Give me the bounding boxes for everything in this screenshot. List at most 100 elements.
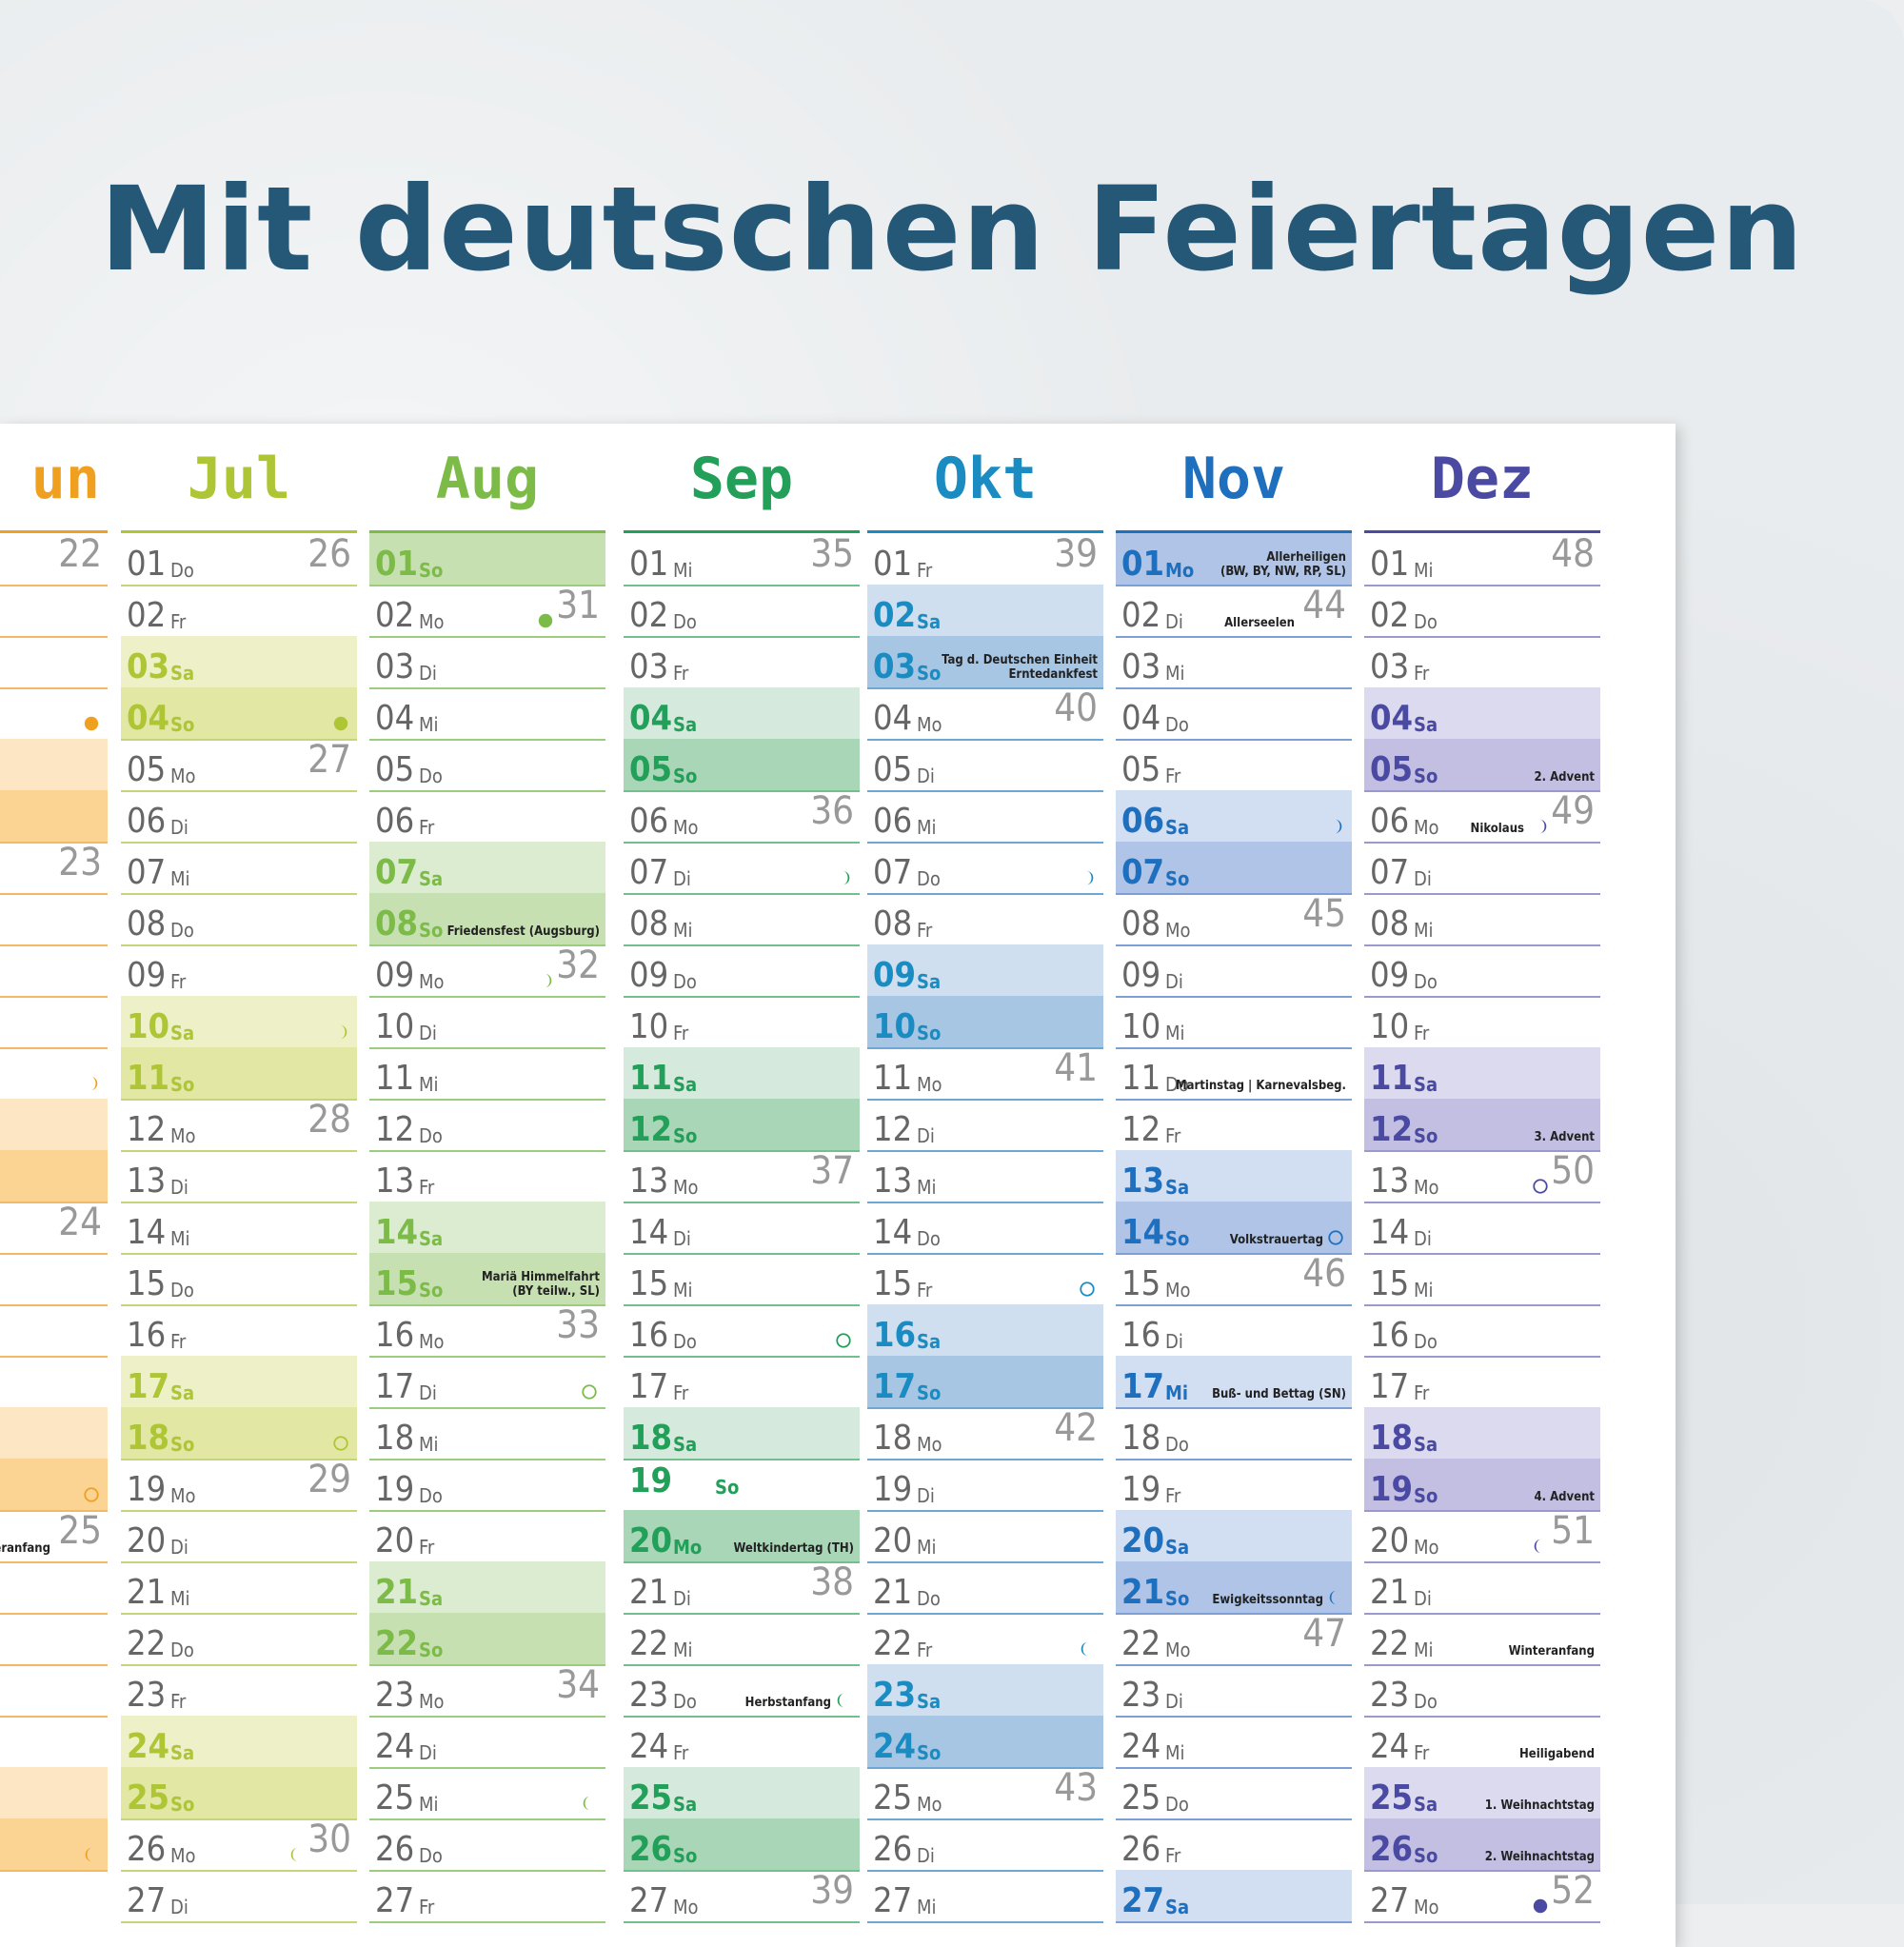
day-number: 13	[629, 1162, 669, 1201]
weekday-label: Mo	[170, 1844, 196, 1867]
day-row: 20 Sa	[1116, 1510, 1352, 1563]
day-row: 13 Mo 37	[624, 1150, 860, 1203]
moon-phase-full-icon	[332, 715, 349, 732]
day-number: 19	[1121, 1470, 1161, 1509]
month-name: Okt	[933, 446, 1038, 512]
week-number: 39	[1054, 532, 1098, 576]
weekday-label: Mo	[170, 765, 196, 787]
week-number: 45	[1302, 892, 1346, 936]
day-number: 11	[873, 1059, 913, 1098]
holiday-label: Buß- und Bettag (SN)	[1212, 1387, 1346, 1401]
month-column: un 22 23 24 25 Sommeranfang	[0, 424, 108, 1947]
day-row	[0, 1561, 108, 1615]
week-number: 35	[810, 532, 854, 576]
weekday-label: Do	[1414, 610, 1438, 633]
day-row: 25 Mi	[369, 1767, 605, 1820]
holiday-label: Allerheiligen (BW, BY, NW, RP, SL)	[1220, 550, 1346, 579]
day-number: 21	[1370, 1573, 1410, 1612]
weekday-label: Do	[917, 1227, 941, 1250]
day-row: 21 So Ewigkeitssonntag	[1116, 1561, 1352, 1615]
weekday-label: Fr	[1414, 662, 1430, 685]
weekday-label: So	[1165, 1587, 1190, 1610]
day-row: 08 Mi	[624, 893, 860, 946]
day-number: 17	[1370, 1367, 1410, 1406]
day-number: 11	[127, 1059, 170, 1098]
weekday-label: Di	[1165, 1330, 1183, 1353]
day-row: 10 Mi	[1116, 996, 1352, 1049]
day-row: 13 Di	[121, 1150, 357, 1203]
day-number: 03	[1121, 647, 1161, 686]
day-row: 20 Mi	[867, 1510, 1103, 1563]
day-row: 24 Di	[369, 1716, 605, 1769]
day-number: 06	[375, 802, 415, 841]
day-number: 10	[1370, 1007, 1410, 1046]
day-number: 01	[375, 545, 419, 584]
day-number: 06	[1370, 802, 1410, 841]
day-row	[0, 1716, 108, 1769]
weekday-label: Mi	[917, 1536, 937, 1559]
week-number: 43	[1054, 1766, 1098, 1810]
weekday-label: Di	[170, 1896, 188, 1918]
month-top-rule	[867, 530, 1103, 533]
moon-phase-first-icon	[83, 1075, 100, 1092]
day-number: 16	[1121, 1316, 1161, 1355]
day-row: 06 Di	[121, 790, 357, 844]
weekday-label: Do	[419, 1124, 443, 1147]
day-row: 05 So	[624, 739, 860, 792]
month-name: Nov	[1181, 446, 1286, 512]
day-row: 09 Di	[1116, 944, 1352, 998]
day-number: 26	[629, 1830, 673, 1869]
day-row	[0, 585, 108, 638]
holiday-label: 4. Advent	[1534, 1490, 1595, 1504]
day-number: 13	[1370, 1162, 1410, 1201]
moon-phase-new-icon	[332, 1435, 349, 1452]
day-row: 25 Sa	[624, 1767, 860, 1820]
weekday-label: Sa	[1414, 1793, 1438, 1816]
day-number: 02	[629, 596, 669, 635]
week-number: 32	[556, 944, 600, 987]
weekday-label: So	[673, 1844, 698, 1867]
day-number: 06	[127, 802, 167, 841]
day-row	[0, 1253, 108, 1306]
day-row: 16 Do	[624, 1304, 860, 1358]
week-number: 48	[1551, 532, 1595, 576]
day-number: 10	[629, 1007, 669, 1046]
weekday-label: Mi	[170, 867, 190, 890]
day-row	[0, 996, 108, 1049]
day-row: 17 So	[867, 1356, 1103, 1409]
month-name: Jul	[187, 446, 291, 512]
day-number: 23	[629, 1676, 669, 1715]
weekday-label: Do	[673, 610, 697, 633]
weekday-label: Di	[419, 1741, 437, 1764]
weekday-label: So	[419, 559, 444, 582]
weekday-label: Mo	[1414, 816, 1439, 839]
weekday-label: So	[917, 1381, 942, 1404]
weekday-label: Di	[673, 1227, 691, 1250]
day-number: 27	[629, 1881, 669, 1920]
weekday-label: Sa	[917, 1690, 942, 1713]
weekday-label: Fr	[917, 559, 933, 582]
day-number: 06	[1121, 802, 1165, 841]
weekday-label: Sa	[1414, 1073, 1438, 1096]
weekday-label: Mo	[917, 713, 942, 736]
month-top-rule	[121, 530, 357, 533]
moon-phase-first-icon	[1327, 818, 1344, 835]
day-row: 04 Sa	[624, 687, 860, 741]
weekday-label: Mo	[170, 1124, 196, 1147]
day-number: 09	[1370, 956, 1410, 995]
weekday-label: Do	[1165, 1073, 1189, 1096]
day-row: 06 Fr	[369, 790, 605, 844]
day-row: 14 Mi	[121, 1202, 357, 1255]
day-row: 16 Fr	[121, 1304, 357, 1358]
day-number: 09	[629, 956, 669, 995]
weekday-label: Mo	[419, 610, 445, 633]
day-row: 09 Fr	[121, 944, 357, 998]
day-number: 19	[127, 1470, 167, 1509]
day-number: 14	[1370, 1213, 1410, 1252]
weekday-label: Di	[917, 1844, 935, 1867]
weekday-label: Mo	[1165, 1639, 1191, 1661]
day-row: 03 Mi	[1116, 636, 1352, 689]
weekday-label: Do	[1165, 1433, 1189, 1456]
day-row: 23 Do	[1364, 1664, 1600, 1718]
day-number: 20	[127, 1521, 167, 1560]
